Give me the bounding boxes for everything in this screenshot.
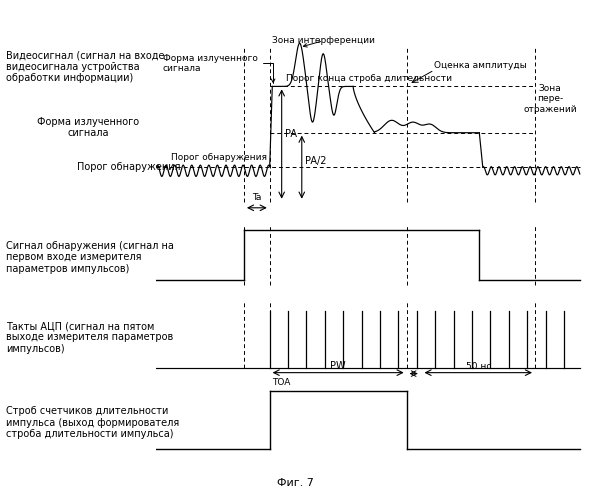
Text: 50 нс: 50 нс	[466, 362, 491, 371]
Text: PA/2: PA/2	[305, 156, 327, 166]
Text: Оценка амплитуды: Оценка амплитуды	[434, 61, 527, 70]
Text: PW: PW	[330, 361, 346, 371]
Text: Фиг. 7: Фиг. 7	[277, 478, 313, 488]
Text: Порог конца строба длительности: Порог конца строба длительности	[286, 74, 452, 84]
Text: TOA: TOA	[272, 378, 290, 387]
Text: PA: PA	[285, 128, 297, 138]
Text: Зона интерференции: Зона интерференции	[272, 36, 375, 47]
Text: Строб счетчиков длительности
импульса (выход формирователя
строба длительности и: Строб счетчиков длительности импульса (в…	[6, 406, 179, 439]
Text: Ta: Ta	[252, 192, 261, 202]
Text: Форма излученного
сигнала: Форма излученного сигнала	[163, 54, 275, 82]
Text: Зона
пере-
отражений: Зона пере- отражений	[523, 84, 576, 114]
Text: Порог обнаружения: Порог обнаружения	[171, 154, 267, 162]
Text: Форма излученного
сигнала: Форма излученного сигнала	[37, 116, 140, 138]
Text: Видеосигнал (сигнал на входе
видеосигнала устройства
обработки информации): Видеосигнал (сигнал на входе видеосигнал…	[6, 50, 165, 83]
Text: Такты АЦП (сигнал на пятом
выходе измерителя параметров
импульсов): Такты АЦП (сигнал на пятом выходе измери…	[6, 321, 173, 354]
Text: Порог обнаружения: Порог обнаружения	[77, 162, 180, 172]
Text: Сигнал обнаружения (сигнал на
первом входе измерителя
параметров импульсов): Сигнал обнаружения (сигнал на первом вхо…	[6, 241, 174, 274]
